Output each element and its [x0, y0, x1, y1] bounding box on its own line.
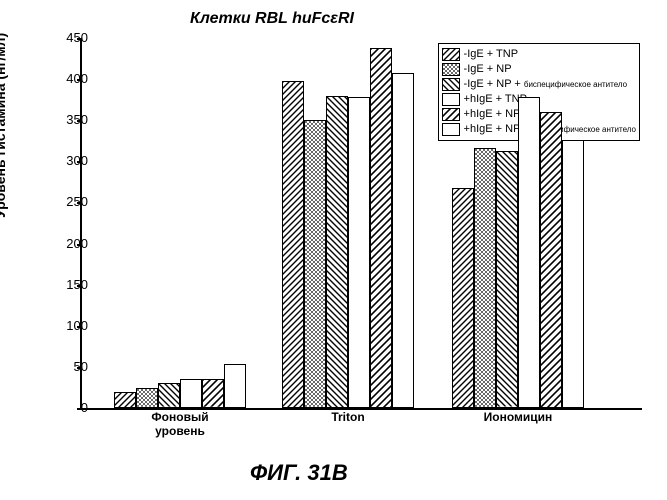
legend-label: -IgE + NP	[464, 62, 512, 77]
y-tick-label: 0	[48, 400, 88, 415]
bar	[348, 97, 370, 408]
legend-swatch	[442, 123, 460, 136]
y-tick-label: 50	[48, 359, 88, 374]
legend-swatch	[442, 93, 460, 106]
bar	[282, 81, 304, 408]
bar	[136, 388, 158, 408]
chart-container: Клетки RBL huFcεRI	[10, 10, 650, 450]
legend-swatch	[442, 78, 460, 91]
y-tick-label: 400	[48, 71, 88, 86]
y-tick-label: 200	[48, 236, 88, 251]
bar	[304, 120, 326, 408]
y-tick-label: 250	[48, 194, 88, 209]
legend-swatch	[442, 48, 460, 61]
legend-item: -IgE + NP	[442, 62, 636, 77]
legend-item: -IgE + TNP	[442, 47, 636, 62]
legend-label: +hIgE + NP	[464, 107, 521, 122]
bar	[180, 379, 202, 408]
chart-title: Клетки RBL huFcεRI	[190, 10, 354, 28]
y-tick-label: 350	[48, 112, 88, 127]
bar	[202, 379, 224, 408]
bar	[224, 364, 246, 408]
y-tick-label: 300	[48, 153, 88, 168]
x-category-label: Triton	[318, 410, 378, 424]
bar	[452, 188, 474, 408]
legend-item: -IgE + NP + биспецифическое антитело	[442, 77, 636, 92]
legend-label: -IgE + NP + биспецифическое антитело	[464, 77, 628, 92]
bar	[326, 96, 348, 408]
bar	[158, 383, 180, 408]
legend-swatch	[442, 108, 460, 121]
bar	[540, 112, 562, 408]
x-category-label: Фоновыйуровень	[140, 410, 220, 438]
plot-area: -IgE + TNP-IgE + NP-IgE + NP + биспецифи…	[80, 38, 642, 410]
figure-caption: ФИГ. 31B	[250, 460, 348, 486]
bar	[518, 97, 540, 408]
bar	[370, 48, 392, 408]
y-tick-label: 450	[48, 30, 88, 45]
bar	[114, 392, 136, 408]
bar	[474, 148, 496, 408]
bar	[392, 73, 414, 408]
y-tick-label: 150	[48, 277, 88, 292]
x-category-label: Иономицин	[478, 410, 558, 424]
legend-swatch	[442, 63, 460, 76]
y-tick-label: 100	[48, 318, 88, 333]
legend-label: -IgE + TNP	[464, 47, 519, 62]
y-axis-label: Уровень гистамина (нг/мл)	[0, 33, 8, 218]
bar	[562, 140, 584, 408]
bar	[496, 151, 518, 408]
